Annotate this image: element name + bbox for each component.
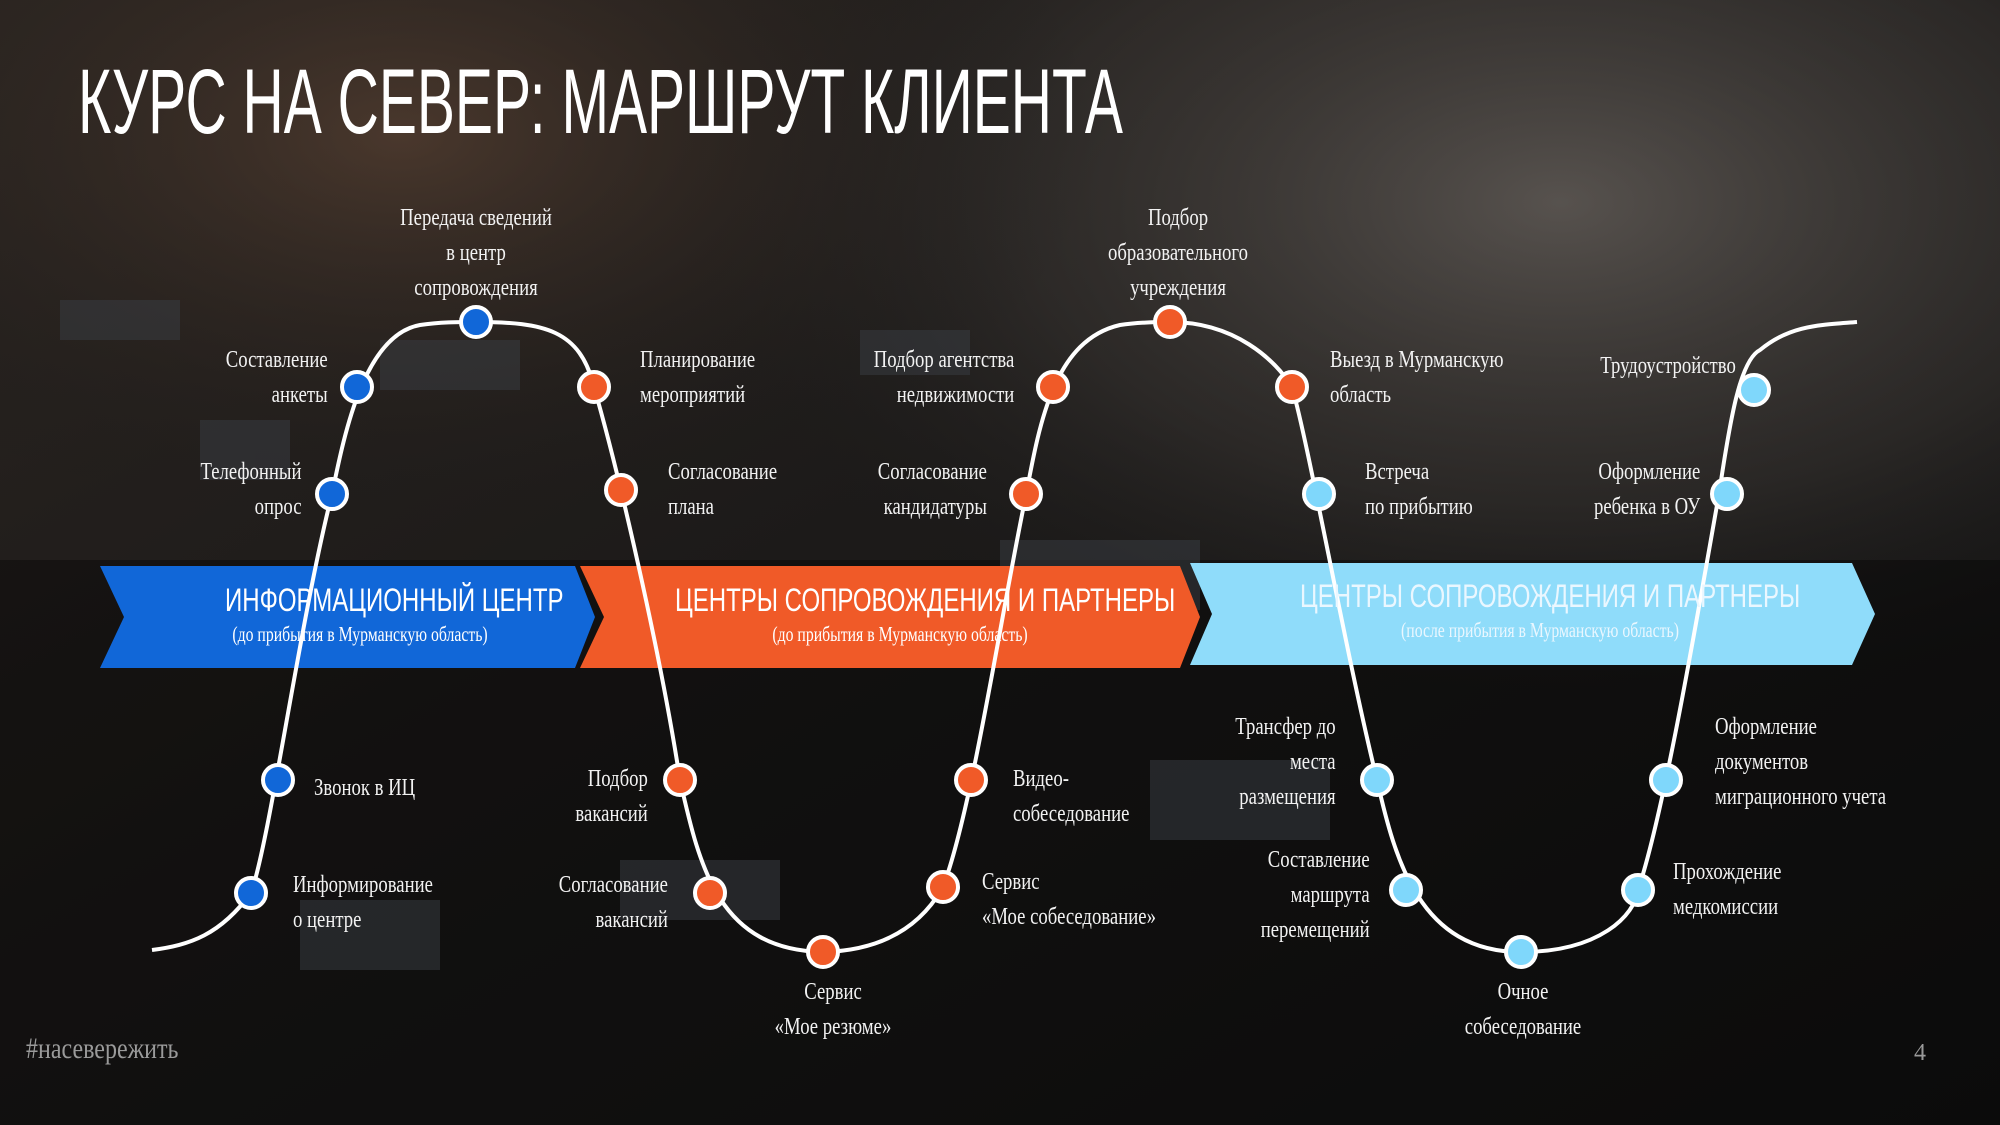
step-label-soglasovanie-plana: Согласование плана [668, 459, 778, 520]
step-label-vyezd: Выезд в Мурманскую область [1330, 347, 1504, 408]
step-label-peredacha: Передача сведений в центр сопровождения [400, 205, 552, 301]
step-node-podbor-vakansiy [663, 763, 697, 797]
step-node-vstrecha [1302, 477, 1336, 511]
step-label-migracionny-uchet: Оформление документов миграционного учета [1715, 714, 1887, 810]
step-label-soglasovanie-kandidatury: Согласование кандидатуры [877, 459, 987, 520]
step-node-ochnoe-sobesedovanie [1504, 935, 1538, 969]
hashtag: #насевережить [26, 1032, 179, 1065]
step-node-migracionny-uchet [1649, 763, 1683, 797]
step-label-ochnoe-sobesedovanie: Очное собеседование [1464, 979, 1582, 1040]
banner-info-center-title: ИНФОРМАЦИОННЫЙ ЦЕНТР [225, 582, 564, 618]
step-label-trudoustroystvo: Трудоустройство [1600, 353, 1736, 379]
step-node-oformlenie-rebenka [1710, 477, 1744, 511]
step-label-sostavlenie-ankety: Составление анкеты [226, 347, 328, 408]
step-label-informirovanie: Информирование о центре [293, 872, 433, 933]
step-node-informirovanie [234, 876, 268, 910]
banner-info-center-subtitle: (до прибытия в Мурманскую область) [232, 622, 488, 646]
banner-arrow-info-center [100, 566, 595, 668]
banner-support-before-title: ЦЕНТРЫ СОПРОВОЖДЕНИЯ И ПАРТНЕРЫ [675, 582, 1176, 618]
step-node-zvonok [261, 763, 295, 797]
banner-support-after-subtitle: (после прибытия в Мурманскую область) [1401, 618, 1679, 642]
step-node-sostavlenie-ankety [340, 370, 374, 404]
step-label-zvonok: Звонок в ИЦ [314, 775, 416, 801]
step-node-podbor-agentstva [1036, 370, 1070, 404]
step-node-peredacha [459, 305, 493, 339]
step-label-transfer: Трансфер до места размещения [1235, 714, 1336, 810]
step-node-transfer [1360, 763, 1394, 797]
step-label-soglasovanie-vakansiy: Согласование вакансий [558, 872, 668, 933]
step-node-soglasovanie-plana [604, 473, 638, 507]
banner-info-center: ИНФОРМАЦИОННЫЙ ЦЕНТР (до прибытия в Мурм… [225, 581, 564, 649]
step-label-video-sobesedovanie: Видео-собеседование [1013, 766, 1130, 827]
step-node-soglasovanie-vakansiy [693, 876, 727, 910]
page-number: 4 [1914, 1040, 1926, 1066]
step-node-medkomissiya [1621, 873, 1655, 907]
step-label-podbor-agentstva: Подбор агентства недвижимости [873, 347, 1014, 408]
step-node-vyezd [1275, 370, 1309, 404]
step-label-telefonny-opros: Телефонный опрос [200, 459, 302, 520]
step-node-planirovanie [577, 370, 611, 404]
banner-arrow-support-before [580, 566, 1200, 668]
slide-title: КУРС НА СЕВЕР: МАРШРУТ КЛИЕНТА [78, 51, 1123, 153]
banner-support-after-title: ЦЕНТРЫ СОПРОВОЖДЕНИЯ И ПАРТНЕРЫ [1300, 578, 1801, 614]
step-label-moe-sobesedovanie: Сервис «Мое собеседование» [982, 869, 1156, 930]
step-node-moe-sobesedovanie [926, 870, 960, 904]
step-node-podbor-ou [1153, 305, 1187, 339]
step-label-moe-rezume: Сервис «Мое резюме» [774, 979, 892, 1040]
step-node-video-sobesedovanie [954, 763, 988, 797]
step-label-vstrecha: Встреча по прибытию [1365, 459, 1473, 520]
step-label-podbor-ou: Подбор образовательного учреждения [1108, 205, 1248, 301]
step-node-trudoustroystvo [1737, 373, 1771, 407]
banner-support-before-subtitle: (до прибытия в Мурманскую область) [772, 622, 1028, 646]
step-node-soglasovanie-kandidatury [1009, 477, 1043, 511]
step-label-planirovanie: Планирование мероприятий [640, 347, 756, 408]
banner-support-after: ЦЕНТРЫ СОПРОВОЖДЕНИЯ И ПАРТНЕРЫ (после п… [1300, 577, 1801, 645]
step-label-marshrut: Составление маршрута перемещений [1261, 847, 1370, 943]
step-label-oformlenie-rebenka: Оформление ребенка в ОУ [1593, 459, 1700, 520]
step-node-marshrut [1389, 873, 1423, 907]
step-label-podbor-vakansiy: Подбор вакансий [575, 766, 648, 827]
step-label-medkomissiya: Прохождение медкомиссии [1673, 859, 1782, 920]
banner-support-before: ЦЕНТРЫ СОПРОВОЖДЕНИЯ И ПАРТНЕРЫ (до приб… [675, 581, 1176, 649]
step-node-telefonny-opros [315, 477, 349, 511]
step-node-moe-rezume [806, 935, 840, 969]
